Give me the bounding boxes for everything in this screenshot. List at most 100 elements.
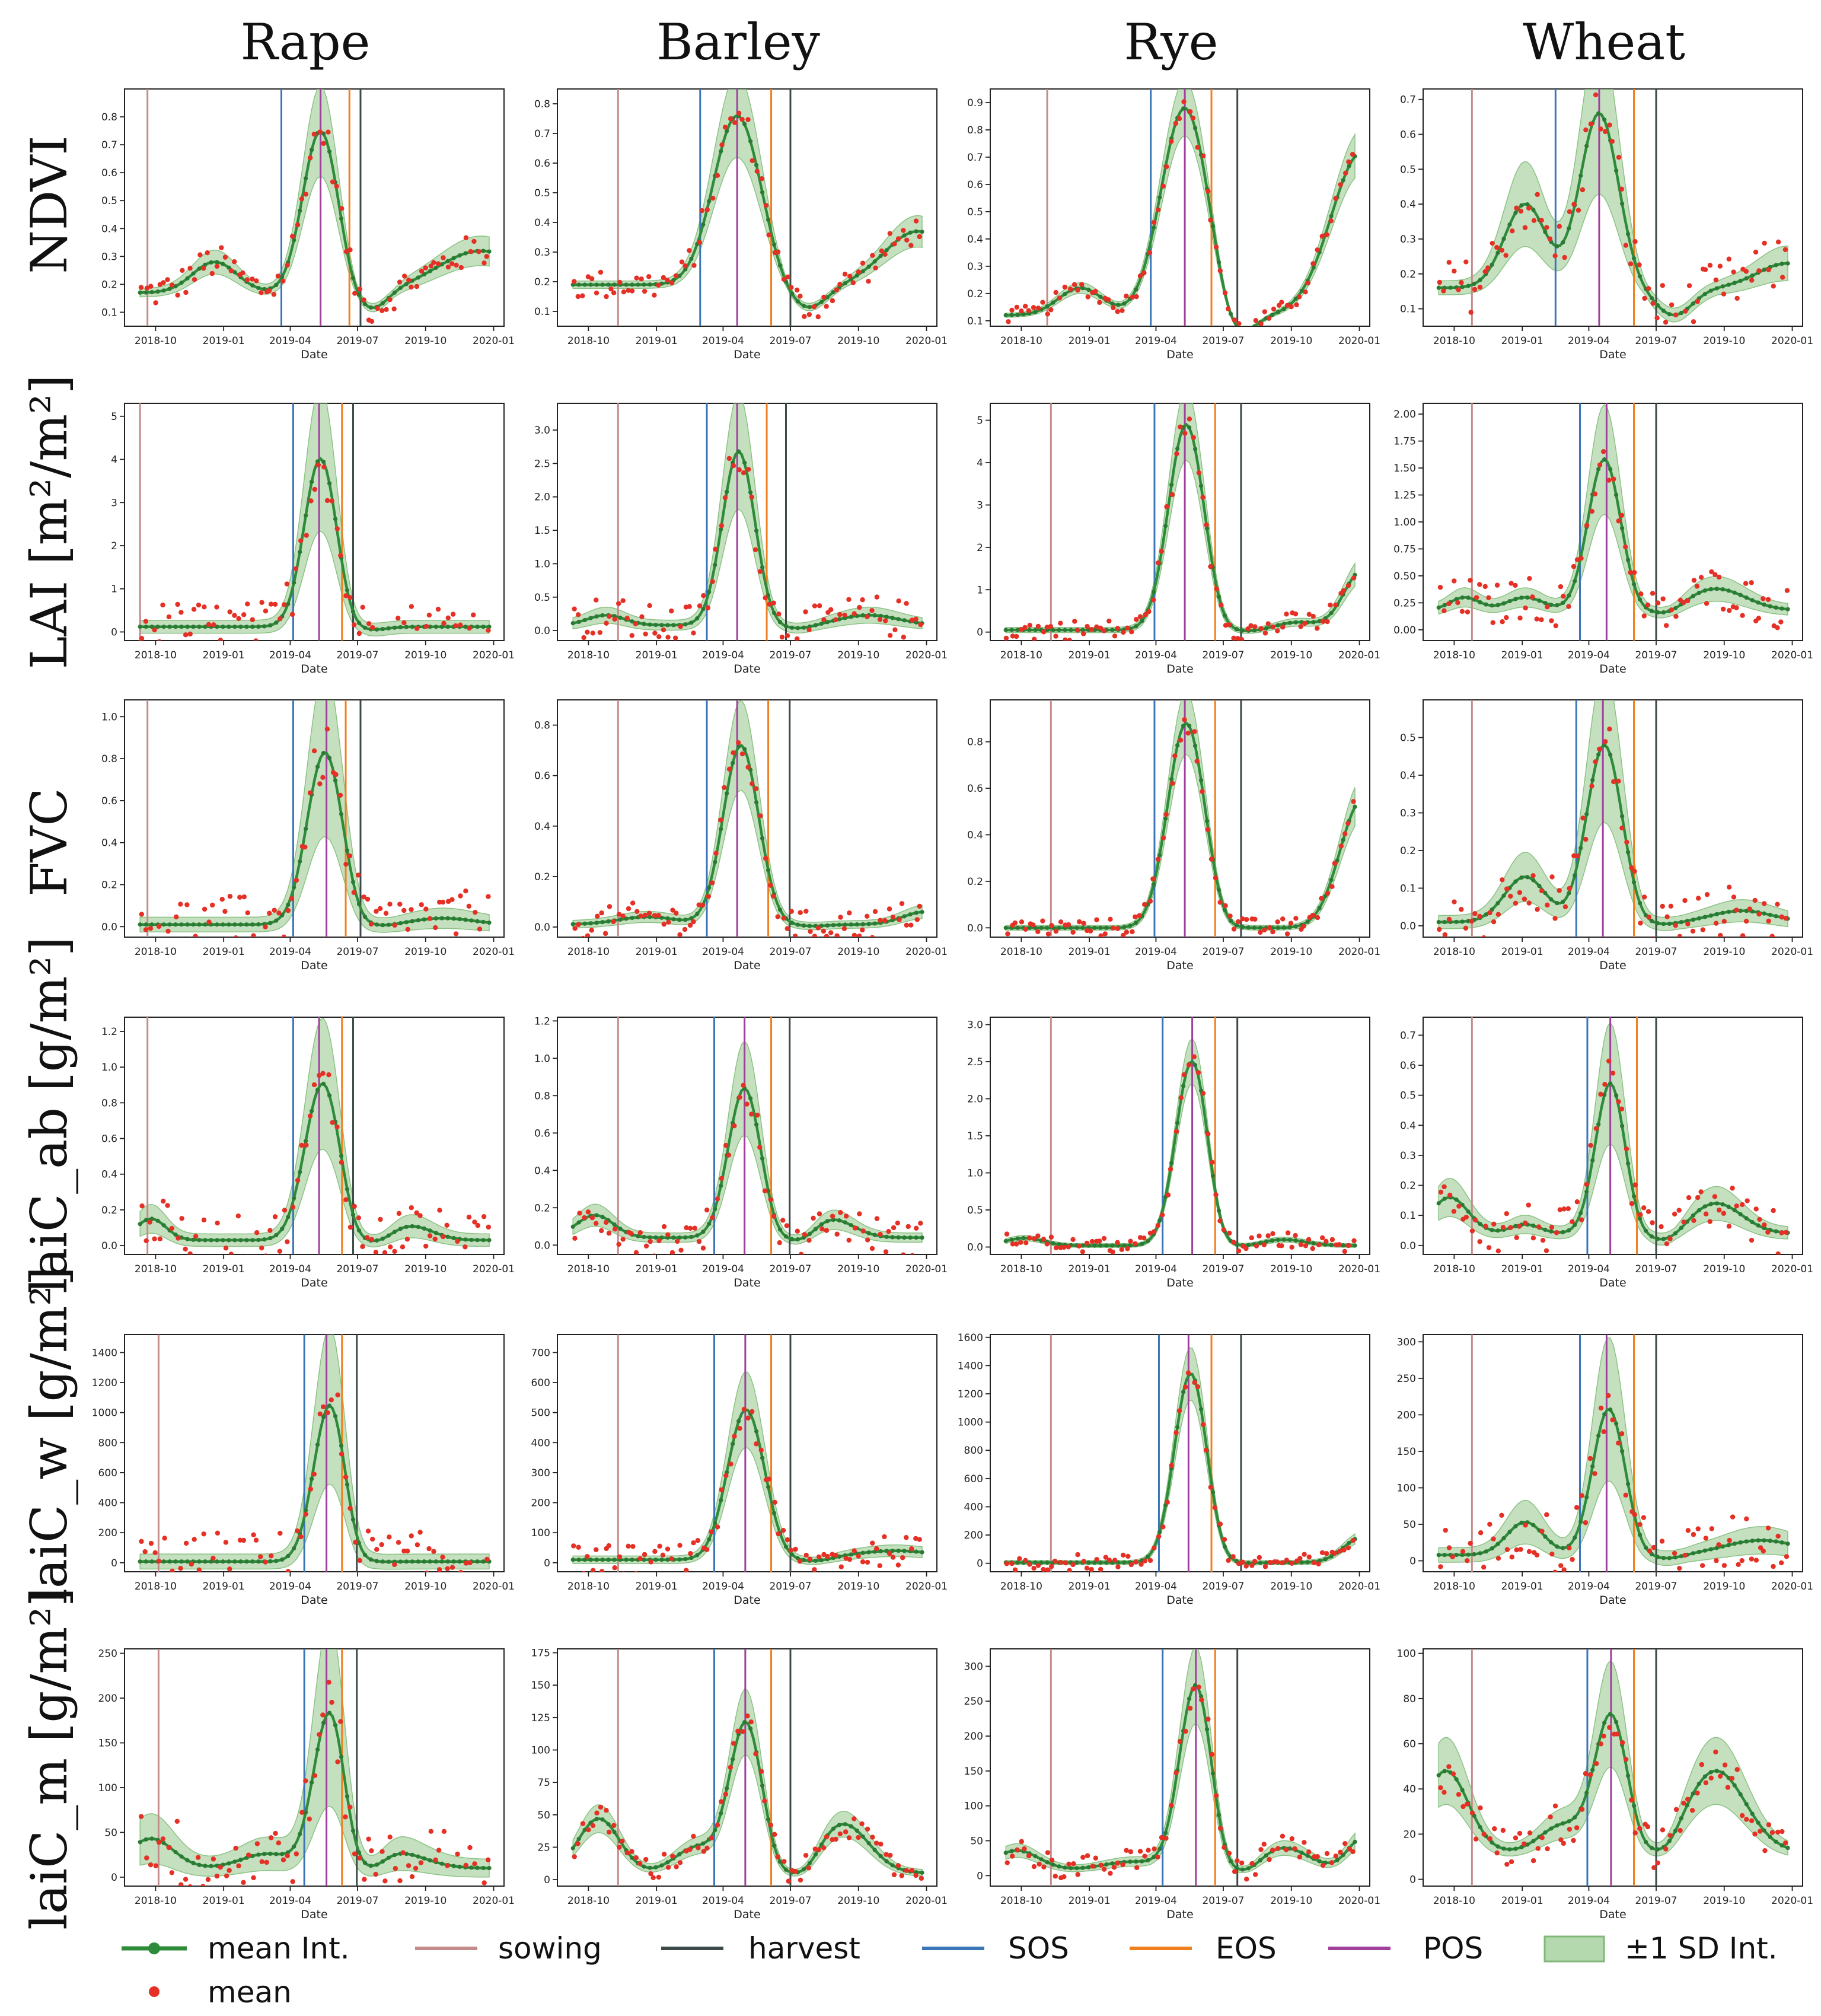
mean-int-marker (1619, 526, 1625, 531)
mean-point (1474, 595, 1479, 600)
mean-int-marker (1436, 285, 1441, 290)
mean-point (1703, 1780, 1709, 1785)
mean-point (347, 595, 353, 600)
mean-point (713, 851, 719, 856)
mean-int-marker (197, 1862, 202, 1867)
mean-point (1081, 631, 1086, 636)
mean-point (1539, 218, 1544, 223)
mean-point (798, 1877, 803, 1883)
x-tick-label: 2019-04 (1135, 1581, 1177, 1593)
legend-item-sd: ±1 SD Int. (1543, 1931, 1778, 1966)
mean-point (784, 1537, 790, 1543)
mean-int-marker (262, 1852, 267, 1856)
mean-point (393, 1866, 398, 1871)
mean-int-marker (789, 1552, 795, 1557)
mean-point (1270, 1848, 1275, 1853)
mean-point (307, 155, 313, 161)
mean-int-marker (487, 249, 492, 254)
mean-int-marker (1555, 603, 1560, 608)
mean-int-marker (600, 1215, 605, 1219)
mean-int-marker (215, 1238, 219, 1243)
mean-point (387, 297, 393, 302)
mean-point (1351, 575, 1357, 581)
mean-int-marker (914, 229, 919, 234)
mean-point (1446, 1545, 1452, 1550)
mean-point (1129, 629, 1134, 635)
mean-point (1003, 635, 1009, 641)
mean-point (622, 1571, 625, 1572)
mean-int-marker (1549, 897, 1554, 902)
mean-int-marker (350, 1828, 356, 1833)
mean-point (634, 1571, 638, 1572)
mean-point (701, 593, 706, 598)
mean-point (837, 1831, 843, 1837)
mean-int-marker (1750, 1539, 1755, 1543)
mean-int-marker (825, 295, 830, 300)
mean-point (325, 1410, 330, 1416)
mean-int-marker (1519, 595, 1524, 600)
x-tick-label: 2019-04 (702, 335, 744, 347)
mean-int-marker (1738, 1540, 1743, 1545)
mean-point (1721, 919, 1727, 924)
mean-int-marker (1501, 893, 1506, 898)
mean-point (335, 1392, 340, 1398)
mean-int-marker (268, 1236, 273, 1241)
mean-int-marker (1673, 1231, 1678, 1236)
mean-point (1275, 628, 1280, 633)
mean-int-marker (1744, 595, 1749, 600)
mean-point (731, 750, 736, 756)
mean-int-marker (1003, 1851, 1008, 1855)
mean-point (1615, 1731, 1620, 1737)
mean-int-marker (1555, 901, 1560, 906)
mean-point (1172, 753, 1178, 759)
mean-point (1530, 1858, 1536, 1864)
mean-point (391, 650, 396, 655)
mean-point (1571, 563, 1577, 569)
x-tick-label: 2019-07 (336, 1581, 378, 1593)
y-tick-label: 0 (977, 1870, 983, 1882)
mean-point (606, 1543, 611, 1549)
mean-point (233, 1845, 238, 1851)
mean-point (585, 629, 590, 635)
mean-point (228, 1251, 234, 1254)
mean-point (1460, 1804, 1466, 1810)
mean-point (817, 603, 822, 609)
mean-int-marker (1454, 1198, 1459, 1202)
mean-int-marker (1531, 1523, 1536, 1528)
mean-int-marker (1738, 593, 1743, 597)
row-titles: NDVI LAI [m²/m²] FVC laiC_ab [g/m²] laiC… (20, 135, 78, 1929)
y-tick-label: 100 (964, 1801, 983, 1813)
mean-point (304, 533, 309, 538)
mean-point (1446, 1764, 1452, 1769)
mean-point (1500, 619, 1505, 625)
mean-point (1667, 1833, 1673, 1838)
mean-point (157, 1236, 163, 1241)
mean-point (816, 1847, 821, 1853)
mean-point (696, 902, 701, 907)
mean-int-marker (713, 1828, 717, 1833)
mean-point (1549, 618, 1554, 623)
x-axis-label: Date (1166, 959, 1193, 972)
mean-int-marker (1720, 587, 1725, 592)
mean-point (259, 1859, 264, 1865)
mean-point (1035, 1563, 1041, 1568)
mean-point (242, 1259, 247, 1263)
mean-point (1756, 912, 1762, 917)
mean-point (307, 1816, 312, 1822)
mean-point (812, 934, 817, 937)
mean-point (1619, 512, 1625, 518)
mean-point (241, 612, 247, 617)
mean-point (1023, 1240, 1029, 1246)
mean-point (1240, 916, 1245, 922)
mean-point (409, 1533, 414, 1539)
mean-int-marker (1702, 1204, 1707, 1209)
mean-point (1022, 625, 1028, 630)
mean-int-marker (1549, 1229, 1554, 1234)
mean-int-marker (149, 922, 154, 927)
mean-int-marker (1275, 310, 1280, 314)
row-title-ndvi: NDVI (20, 135, 78, 273)
mean-int-marker (428, 625, 432, 629)
mean-point (1607, 1725, 1612, 1730)
mean-point (687, 248, 692, 253)
mean-int-marker (1567, 1228, 1571, 1232)
